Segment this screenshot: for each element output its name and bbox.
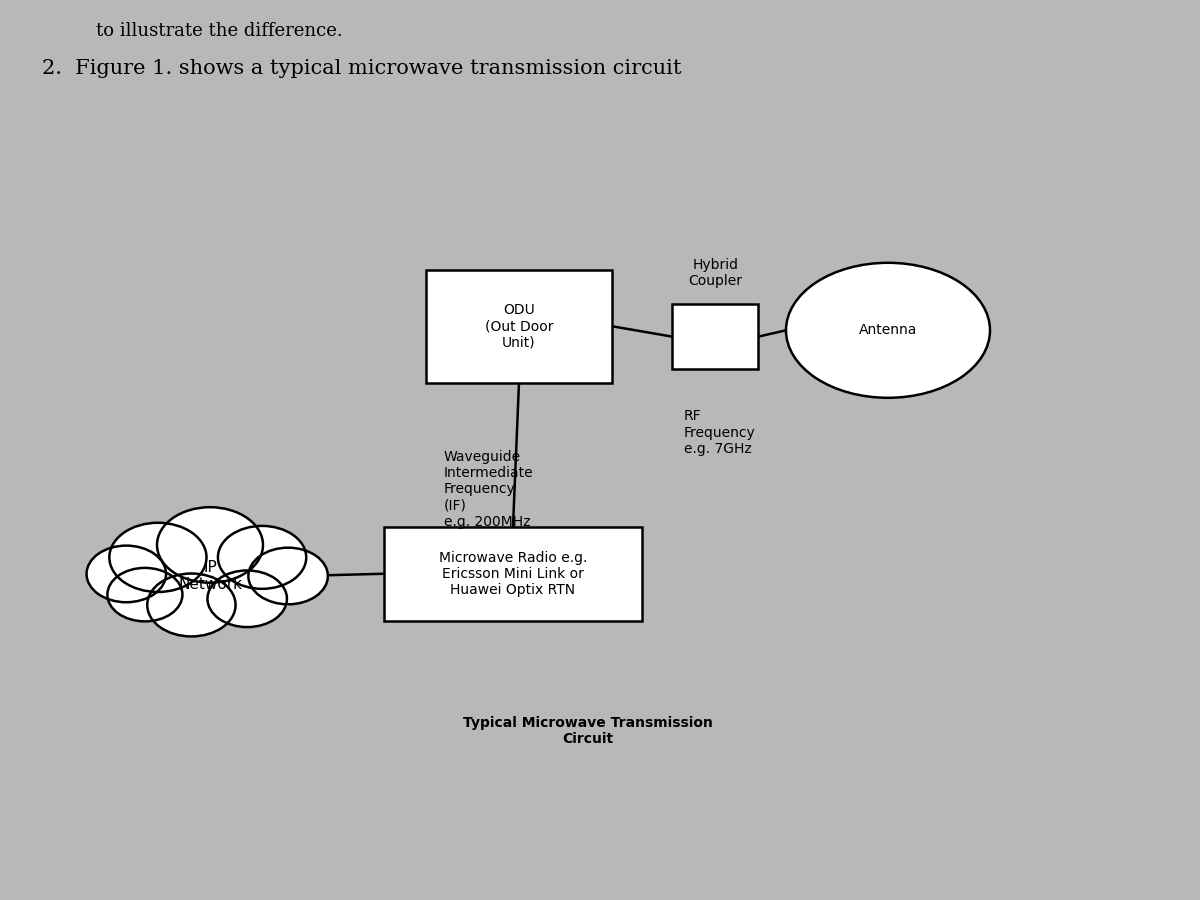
Text: IP
Network: IP Network [178, 560, 242, 592]
FancyBboxPatch shape [426, 270, 612, 382]
Text: RF
Frequency
e.g. 7GHz: RF Frequency e.g. 7GHz [684, 410, 756, 456]
Ellipse shape [109, 523, 206, 592]
Ellipse shape [157, 508, 263, 582]
FancyBboxPatch shape [672, 304, 758, 369]
Ellipse shape [107, 568, 182, 621]
Text: 2.  Figure 1. shows a typical microwave transmission circuit: 2. Figure 1. shows a typical microwave t… [42, 58, 682, 77]
Text: Waveguide
Intermediate
Frequency
(IF)
e.g. 200MHz: Waveguide Intermediate Frequency (IF) e.… [444, 450, 534, 529]
Text: ODU
(Out Door
Unit): ODU (Out Door Unit) [485, 303, 553, 349]
FancyBboxPatch shape [384, 526, 642, 621]
Ellipse shape [208, 571, 287, 627]
Text: Antenna: Antenna [859, 323, 917, 338]
Ellipse shape [786, 263, 990, 398]
Text: Microwave Radio e.g.
Ericsson Mini Link or
Huawei Optix RTN: Microwave Radio e.g. Ericsson Mini Link … [439, 551, 587, 597]
Ellipse shape [86, 545, 166, 602]
Text: to illustrate the difference.: to illustrate the difference. [96, 22, 343, 40]
Text: Hybrid
Coupler: Hybrid Coupler [689, 257, 742, 288]
Ellipse shape [108, 529, 312, 623]
Ellipse shape [248, 548, 328, 604]
Text: Typical Microwave Transmission
Circuit: Typical Microwave Transmission Circuit [463, 716, 713, 746]
Ellipse shape [148, 573, 235, 636]
Ellipse shape [218, 526, 306, 589]
